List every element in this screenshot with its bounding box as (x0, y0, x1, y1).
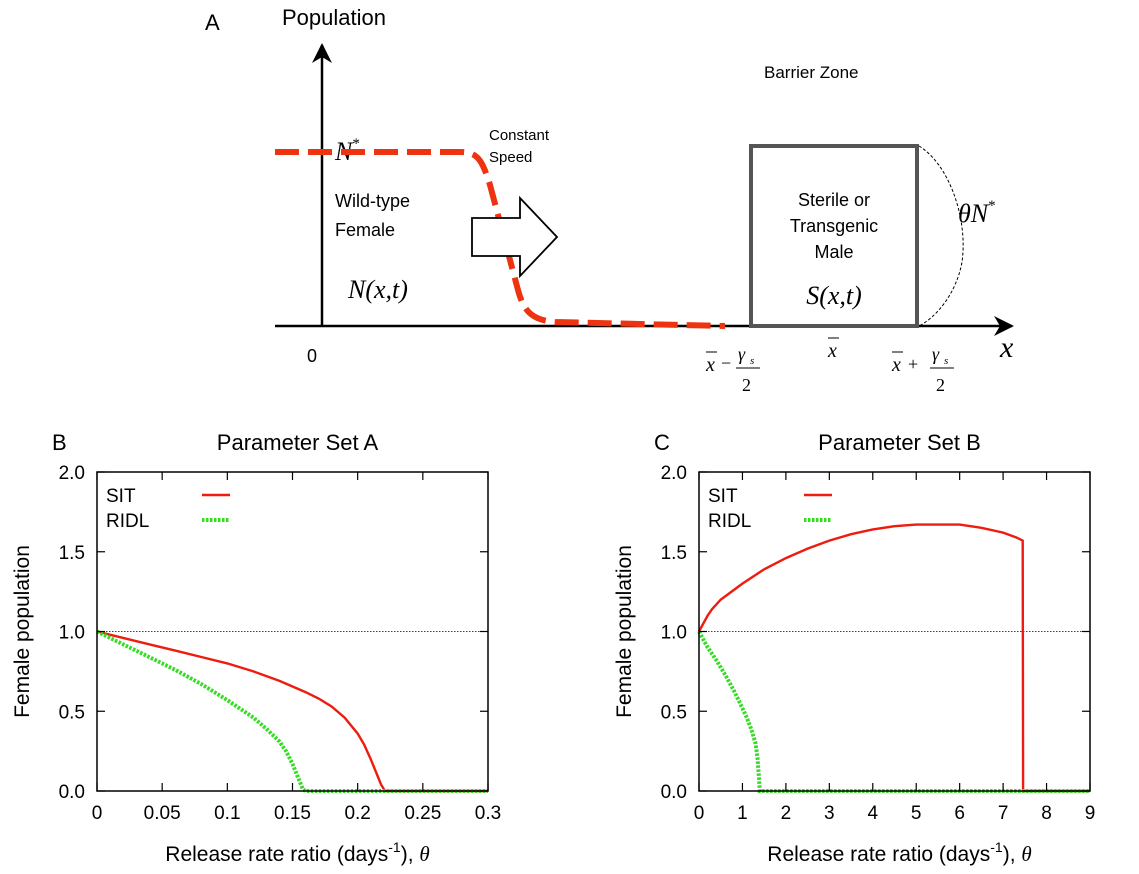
series-line-sit (697, 523, 1090, 793)
x-tick-label: 3 (824, 803, 835, 824)
legend-label-sit: SIT (106, 486, 136, 507)
chart-panel-b: B Parameter Set A 0.0 0.5 1.0 1.5 2.0 0 0.05 0.1 0… (11, 430, 501, 866)
constant-speed-label-2: Speed (489, 149, 532, 166)
svg-text:+: + (908, 354, 918, 374)
svg-text:s: s (750, 355, 754, 367)
x-tick-label: 6 (954, 803, 965, 824)
x-tick-label: 0.15 (274, 803, 311, 824)
x-tick-label: 4 (867, 803, 878, 824)
x-tick-label: 0.3 (475, 803, 501, 824)
y-tick-label: 1.0 (661, 623, 687, 644)
chart-panel-c: C Parameter Set B 0.0 0.5 1.0 1.5 2.0 0 1 2 3 4 5 6 7 8… (613, 430, 1095, 866)
legend-label-ridl: RIDL (708, 511, 751, 532)
y-tick-label: 1.5 (59, 543, 85, 564)
x-tick-label: 7 (998, 803, 1009, 824)
svg-text:x: x (705, 354, 715, 376)
x-tick-label: 0.25 (404, 803, 441, 824)
y-tick-label: 0.5 (661, 702, 687, 723)
series-line-ridl (697, 630, 1090, 793)
direction-arrow-icon (471, 195, 559, 279)
x-axis-label: Release rate ratio (days-1), θ (767, 839, 1031, 866)
n-xt-label: N(x,t) (347, 275, 408, 304)
theta-n-star-label: θN* (958, 198, 996, 228)
chart-title: Parameter Set A (217, 430, 379, 455)
xbar-label: x (827, 337, 839, 362)
svg-text:s: s (944, 355, 948, 367)
wild-type-label-2: Female (335, 220, 395, 240)
chart-title: Parameter Set B (818, 430, 981, 455)
svg-text:2: 2 (936, 375, 945, 395)
legend-label-sit: SIT (708, 486, 738, 507)
x-tick-label: 0.05 (144, 803, 181, 824)
x-axis-label: x (999, 331, 1014, 364)
x-tick-label: 2 (781, 803, 792, 824)
svg-text:γ: γ (738, 344, 746, 364)
svg-text:−: − (721, 353, 731, 373)
x-tick-label: 1 (737, 803, 748, 824)
panel-letter: C (654, 430, 670, 455)
x-tick-label: 8 (1041, 803, 1052, 824)
sterile-label-1: Sterile or (798, 190, 870, 210)
series-line-sit (96, 630, 488, 793)
x-tick-label: 0 (694, 803, 705, 824)
x-axis-label: Release rate ratio (days-1), θ (165, 839, 429, 866)
barrier-zone-box (749, 144, 919, 328)
svg-text:γ: γ (932, 344, 940, 364)
x-tick-label: 0 (92, 803, 103, 824)
barrier-height-bracket (918, 145, 964, 327)
y-axis-label: Female population (11, 545, 34, 718)
origin-label: 0 (307, 346, 317, 366)
y-tick-label: 2.0 (59, 463, 85, 484)
x-tick-label: 9 (1085, 803, 1096, 824)
y-tick-label: 0.0 (661, 782, 687, 803)
panel-letter: B (52, 430, 67, 455)
y-tick-label: 0.0 (59, 782, 85, 803)
y-tick-label: 1.5 (661, 543, 687, 564)
y-tick-label: 2.0 (661, 463, 687, 484)
barrier-zone-label: Barrier Zone (764, 63, 858, 82)
wave-front-curve (275, 149, 726, 329)
series-line-ridl (96, 629, 488, 793)
svg-text:x: x (827, 340, 837, 362)
svg-text:2: 2 (742, 375, 751, 395)
svg-text:x: x (891, 354, 901, 376)
sterile-label-3: Male (814, 242, 853, 262)
wild-type-label-1: Wild-type (335, 191, 410, 211)
legend-label-ridl: RIDL (106, 511, 149, 532)
x-tick-label: 0.2 (344, 803, 370, 824)
constant-speed-label-1: Constant (489, 127, 550, 144)
y-tick-label: 1.0 (59, 623, 85, 644)
panel-letter-a: A (205, 10, 220, 35)
sterile-label-2: Transgenic (790, 216, 878, 236)
y-tick-label: 0.5 (59, 702, 85, 723)
population-axis-label: Population (282, 5, 386, 30)
y-axis-label: Female population (613, 545, 636, 718)
s-xt-label: S(x,t) (806, 281, 862, 310)
schematic-panel: A Population 0 x N* Constant Speed Wild-… (205, 5, 1014, 395)
x-tick-label: 5 (911, 803, 922, 824)
x-tick-label: 0.1 (214, 803, 240, 824)
